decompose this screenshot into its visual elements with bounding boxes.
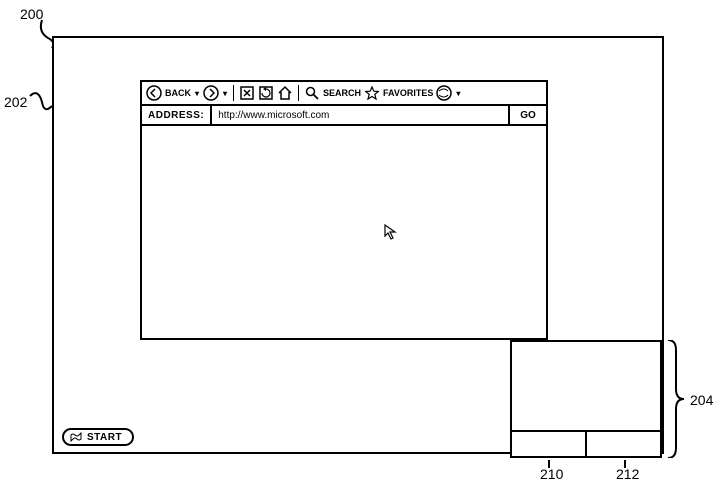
browser-window: BACK ▾ ▾ SEARCH FA xyxy=(140,80,548,340)
search-label[interactable]: SEARCH xyxy=(323,88,361,98)
refresh-icon[interactable] xyxy=(258,85,274,101)
address-input[interactable]: http://www.microsoft.com xyxy=(212,106,508,124)
brace-204 xyxy=(666,340,686,458)
callout-204: 204 xyxy=(690,392,713,408)
forward-icon[interactable] xyxy=(203,85,219,101)
browser-toolbar: BACK ▾ ▾ SEARCH FA xyxy=(142,82,546,106)
browser-content xyxy=(142,126,546,338)
search-icon[interactable] xyxy=(304,85,320,101)
callout-210: 210 xyxy=(540,466,563,482)
figure-canvas: 200 202 214 206 208 204 210 212 START xyxy=(0,0,720,501)
callout-202: 202 xyxy=(4,94,27,110)
home-icon[interactable] xyxy=(277,85,293,101)
start-label: START xyxy=(87,432,122,443)
touchpad-left-button[interactable] xyxy=(512,432,587,456)
address-label: ADDRESS: xyxy=(142,106,212,124)
touchpad-buttons xyxy=(512,430,660,456)
toolbar-sep-1 xyxy=(233,85,234,101)
leader-212 xyxy=(624,460,626,468)
go-button[interactable]: GO xyxy=(508,106,546,124)
address-bar: ADDRESS: http://www.microsoft.com GO xyxy=(142,106,546,126)
back-icon[interactable] xyxy=(146,85,162,101)
cursor-icon xyxy=(384,224,400,240)
back-dropdown-icon[interactable]: ▾ xyxy=(194,89,200,98)
toolbar-sep-2 xyxy=(298,85,299,101)
leader-210 xyxy=(548,460,550,468)
favorites-label[interactable]: FAVORITES xyxy=(383,88,433,98)
start-logo-icon xyxy=(70,432,82,442)
touchpad xyxy=(510,340,662,458)
back-label[interactable]: BACK xyxy=(165,88,191,98)
start-button[interactable]: START xyxy=(62,428,134,446)
favorites-icon[interactable] xyxy=(364,85,380,101)
callout-212: 212 xyxy=(616,466,639,482)
stop-icon[interactable] xyxy=(239,85,255,101)
history-dropdown-icon[interactable]: ▾ xyxy=(455,89,461,98)
touchpad-surface[interactable] xyxy=(512,342,660,430)
forward-dropdown-icon[interactable]: ▾ xyxy=(222,89,228,98)
callout-200: 200 xyxy=(20,6,43,22)
leader-202 xyxy=(28,92,52,120)
history-icon[interactable] xyxy=(436,85,452,101)
touchpad-right-button[interactable] xyxy=(587,432,660,456)
